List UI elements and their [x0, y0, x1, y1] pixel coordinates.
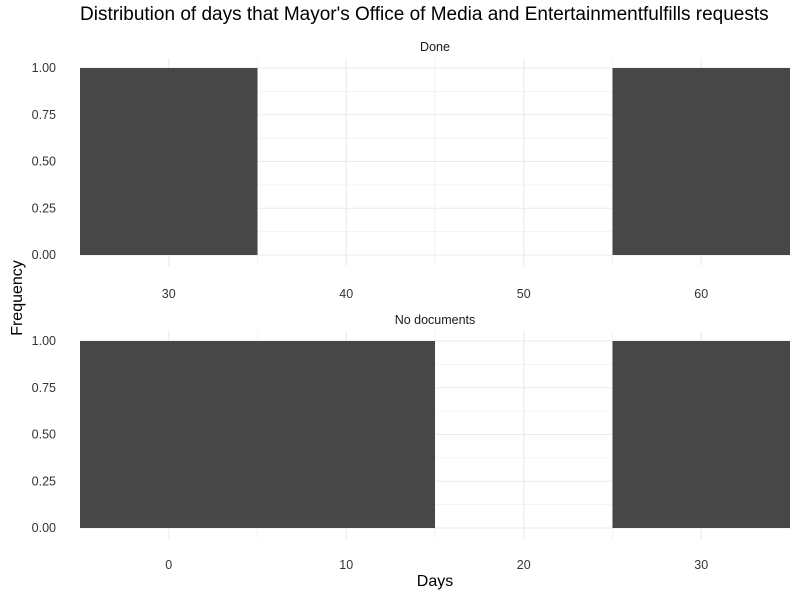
x-tick-label: 40 — [339, 287, 353, 301]
histogram-bar — [612, 68, 790, 255]
y-tick-label: 0.00 — [32, 248, 56, 262]
x-tick-label: 50 — [517, 287, 531, 301]
x-tick-label: 30 — [694, 558, 708, 572]
facet-panel-1: 0.00 0.25 0.50 0.75 1.00 0 10 20 30 No documents — [32, 313, 790, 572]
y-tick-label: 0.75 — [32, 108, 56, 122]
x-tick-label: 0 — [165, 558, 172, 572]
y-tick-label: 0.25 — [32, 201, 56, 215]
y-tick-label: 0.50 — [32, 428, 56, 442]
y-tick-label: 1.00 — [32, 61, 56, 75]
chart-title: Distribution of days that Mayor's Office… — [80, 4, 769, 25]
histogram-bar — [80, 68, 258, 255]
x-axis-label: Days — [416, 573, 454, 590]
histogram-bar — [80, 341, 435, 528]
facet-panel-0: 0.00 0.25 0.50 0.75 1.00 30 40 50 60 Done — [32, 40, 790, 301]
x-tick-label: 10 — [339, 558, 353, 572]
y-tick-label: 0.00 — [32, 521, 56, 535]
facet-title: No documents — [395, 313, 476, 327]
x-tick-label: 20 — [517, 558, 531, 572]
y-tick-label: 0.25 — [32, 474, 56, 488]
y-tick-label: 0.50 — [32, 155, 56, 169]
facet-title: Done — [420, 40, 450, 54]
histogram-bar — [612, 341, 790, 528]
y-tick-label: 1.00 — [32, 334, 56, 348]
y-tick-label: 0.75 — [32, 381, 56, 395]
x-tick-label: 30 — [162, 287, 176, 301]
x-tick-label: 60 — [694, 287, 708, 301]
